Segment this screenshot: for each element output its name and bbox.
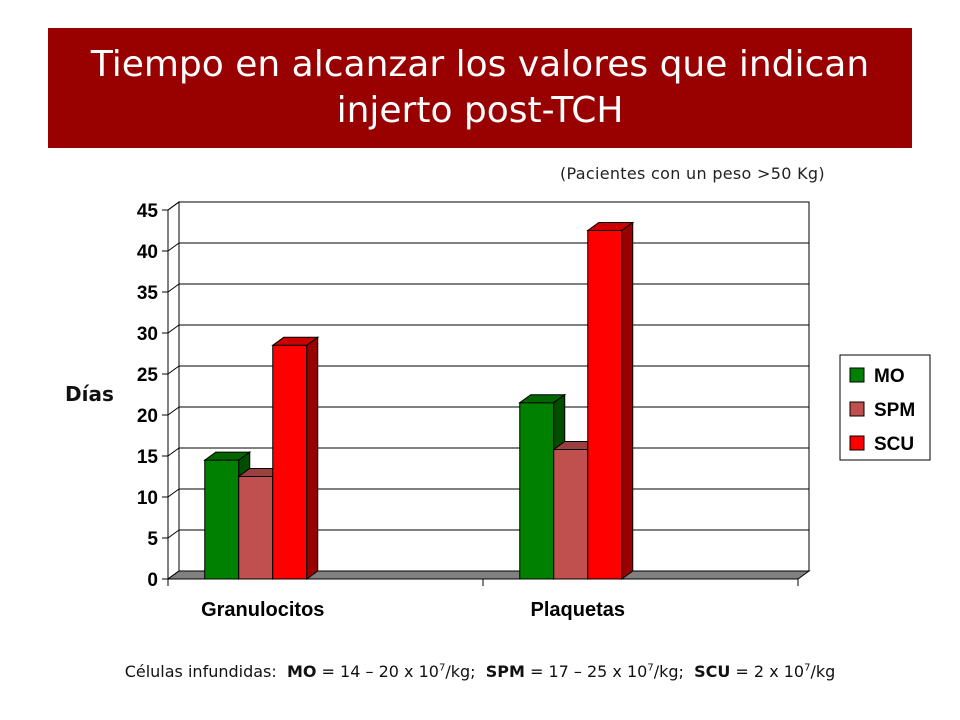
footer-mo-unit: /kg; (445, 662, 476, 681)
bar-SPM-Granulocitos (238, 476, 274, 580)
y-tick-label: 15 (137, 447, 159, 468)
legend-swatch-SPM (849, 401, 865, 417)
footer-scu-exp: 7 (804, 662, 811, 674)
wall-gridline (167, 365, 180, 375)
wall-gridline (167, 324, 180, 334)
footer-mo-text: = 14 – 20 x 10 (316, 662, 439, 681)
y-tick-label: 20 (137, 406, 158, 427)
y-tick-label: 30 (137, 324, 158, 345)
bar-SPM-Plaquetas (553, 448, 589, 580)
footer-spm-label: SPM (485, 662, 525, 681)
y-tick-label: 40 (137, 242, 158, 263)
footer-prefix: Células infundidas: (124, 662, 277, 681)
wall-gridline (167, 529, 180, 539)
x-tick-label: Plaquetas (531, 599, 625, 621)
slide-title: Tiempo en alcanzar los valores que indic… (90, 44, 870, 131)
footer-mo-label: MO (286, 662, 317, 681)
bar-side-SCU-Granulocitos (306, 336, 319, 580)
wall-gridline (167, 447, 180, 457)
y-tick-label: 35 (137, 283, 159, 304)
footer-spm-unit: /kg; (653, 662, 684, 681)
y-tick-label: 5 (147, 529, 158, 550)
legend-label-SPM: SPM (874, 400, 915, 421)
footer-scu-text: = 2 x 10 (730, 662, 805, 681)
y-axis-label: Días (65, 382, 114, 406)
y-tick-label: 0 (147, 570, 158, 591)
y-tick-label: 10 (137, 488, 158, 509)
footer-spm-exp: 7 (647, 662, 654, 674)
wall-gridline (167, 201, 180, 211)
bar-MO-Granulocitos (204, 459, 240, 580)
footer-spm-text: = 17 – 25 x 10 (524, 662, 648, 681)
wall-gridline (167, 488, 180, 498)
footer-note: Células infundidas: MO = 14 – 20 x 107/k… (0, 662, 960, 681)
footer-scu-unit: /kg (810, 662, 836, 681)
bar-MO-Plaquetas (519, 402, 555, 580)
wall-gridline (167, 406, 180, 416)
bar-SCU-Granulocitos (272, 344, 308, 580)
title-banner: Tiempo en alcanzar los valores que indic… (48, 28, 912, 148)
legend-label-SCU: SCU (874, 434, 914, 455)
y-tick-label: 45 (137, 201, 159, 222)
footer-mo-exp: 7 (438, 662, 446, 674)
wall-gridline (167, 242, 180, 252)
y-tick-label: 25 (137, 365, 159, 386)
legend-swatch-SCU (849, 435, 865, 451)
bar-chart: 0 5 10 15 20 25 30 35 40 45 Granulocitos Plaquetas M… (137, 201, 931, 621)
plot-side-wall (167, 201, 180, 580)
subtitle: (Pacientes con un peso >50 Kg) (560, 164, 825, 183)
wall-gridline (167, 283, 180, 293)
x-tick-label: Granulocitos (201, 599, 324, 621)
bar-SCU-Plaquetas (587, 230, 623, 580)
bar-side-SCU-Plaquetas (621, 221, 634, 580)
legend-swatch-MO (849, 367, 865, 383)
legend-label-MO: MO (874, 366, 905, 387)
footer-scu-label: SCU (694, 662, 731, 681)
